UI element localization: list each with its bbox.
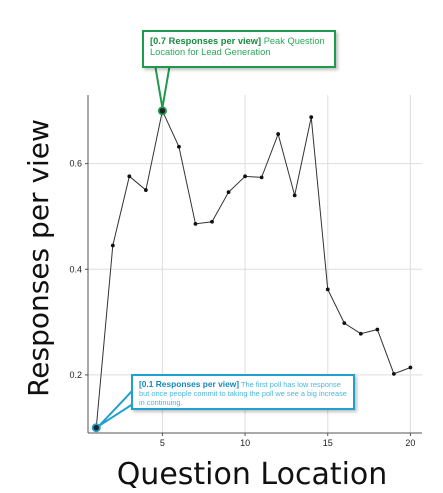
data-point-10 (243, 174, 247, 179)
x-tick-label-20: 20 (405, 438, 415, 448)
data-point-9 (226, 190, 231, 195)
first-poll-annotation-text: The first poll has low response but once… (139, 380, 347, 407)
axes (85, 95, 422, 436)
peak-annotation-value: [0.7 Responses per view] (150, 36, 262, 46)
first-poll-callout-pointer (98, 387, 134, 427)
peak-annotation-callout: [0.7 Responses per view] Peak Question L… (142, 30, 336, 68)
x-tick-label-15: 15 (323, 438, 333, 448)
data-point-20 (408, 365, 413, 370)
callout-pointers (98, 66, 171, 427)
data-point-18 (375, 327, 380, 332)
data-points (91, 106, 413, 433)
data-point-16 (342, 321, 347, 326)
data-point-17 (358, 331, 363, 336)
data-point-1 (91, 423, 101, 433)
first-poll-annotation-callout: [0.1 Responses per view] The first poll … (131, 374, 355, 410)
x-tick-label-5: 5 (160, 438, 165, 448)
data-point-3 (127, 174, 132, 179)
data-point-5 (157, 106, 167, 116)
x-axis-title: Question Location (117, 457, 388, 492)
data-point-14 (309, 115, 314, 120)
data-point-13 (292, 193, 297, 198)
data-point-19 (391, 371, 396, 376)
peak-callout-pointer (154, 66, 171, 109)
data-point-15 (325, 287, 330, 292)
series-line-layer (95, 109, 411, 428)
first-poll-annotation-value: [0.1 Responses per view] (139, 379, 240, 389)
data-point-11 (259, 175, 264, 180)
tick-labels: 5 10 15 20 0.2 0.4 0.6 (69, 159, 415, 448)
data-point-7 (193, 221, 198, 226)
x-tick-label-10: 10 (240, 438, 250, 448)
data-point-12 (276, 132, 281, 136)
peak-annotation-text: Peak Question Location for Lead Generati… (150, 36, 325, 58)
data-point-8 (210, 219, 214, 224)
y-tick-label-0: 0.2 (69, 370, 82, 380)
y-axis-title: Responses per view (22, 119, 55, 397)
series-line (95, 109, 411, 428)
y-tick-label-1: 0.4 (69, 264, 82, 274)
data-point-4 (143, 188, 148, 192)
y-tick-label-2: 0.6 (69, 159, 82, 169)
data-point-2 (110, 243, 115, 248)
data-point-6 (177, 144, 181, 149)
